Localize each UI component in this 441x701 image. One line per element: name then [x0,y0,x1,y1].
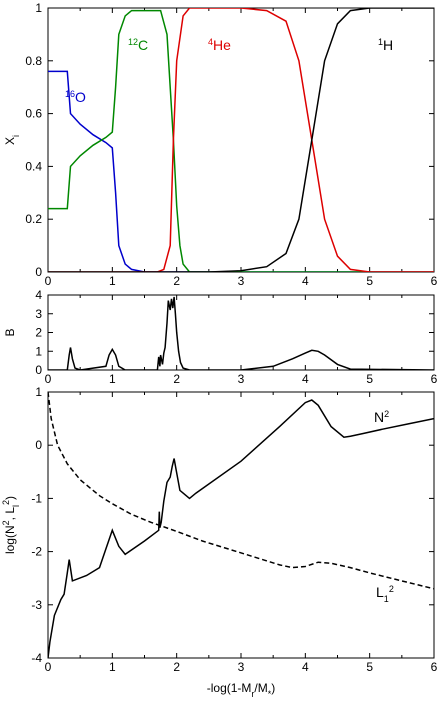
y-tick-label: -1 [31,491,42,505]
y-axis-label: Xi [3,135,21,145]
x-tick-label: 6 [431,372,438,386]
y-tick-label: 1 [35,1,42,15]
y-tick-label: 0.6 [25,107,42,121]
x-tick-label: 5 [366,274,373,288]
x-tick-label: 4 [302,660,309,674]
y-tick-label: -4 [31,651,42,665]
series-label: 12C [128,37,148,53]
series-line [48,70,434,272]
series-line [48,399,434,658]
y-tick-label: -3 [31,598,42,612]
series-label: N2 [374,409,389,425]
x-tick-label: 0 [45,274,52,288]
x-tick-label: 4 [302,372,309,386]
x-tick-label: 2 [173,660,180,674]
x-tick-label: 1 [109,372,116,386]
y-tick-label: 2 [35,326,42,340]
x-tick-label: 1 [109,660,116,674]
x-tick-label: 3 [238,660,245,674]
series-line [48,9,434,272]
plot-frame [47,7,435,273]
series-line [48,8,434,272]
y-axis-label: log(N2, Ll2) [1,496,21,554]
y-tick-label: 0 [35,265,42,279]
series-label: 16O [65,89,86,105]
y-tick-label: 1 [35,385,42,399]
x-tick-label: 0 [45,660,52,674]
x-tick-label: 6 [431,274,438,288]
frequency-panel: 0 1 2 3 4 5 6 -4 -3 -2 -1 0 1 log(N2, Ll2) -log(1-Mr/M… [1,385,438,699]
series-label: 1H [378,37,393,53]
x-tick-label: 3 [238,372,245,386]
y-tick-label: 0.2 [25,212,42,226]
x-tick-label: 6 [431,660,438,674]
y-tick-label: 3 [35,307,42,321]
series-line [48,296,434,370]
y-tick-label: 0.4 [25,159,42,173]
x-tick-label: 5 [366,660,373,674]
x-tick-label: 3 [238,274,245,288]
x-tick-label: 2 [173,372,180,386]
series-label: 4He [208,37,231,53]
x-tick-label: 5 [366,372,373,386]
y-tick-label: -2 [31,545,42,559]
y-tick-label: 4 [35,288,42,302]
x-tick-label: 4 [302,274,309,288]
y-tick-label: 0.8 [25,54,42,68]
y-tick-label: 1 [35,344,42,358]
y-axis-label: B [3,328,17,336]
x-tick-label: 0 [45,372,52,386]
y-tick-label: 0 [35,363,42,377]
x-tick-label: 1 [109,274,116,288]
abundance-panel: 0 1 2 3 4 5 6 0 0.2 0.4 0.6 0.8 1 Xi 16O 12C 4He 1H [3,1,438,288]
series-line [48,392,434,590]
plot-frame [47,391,435,659]
plot-frame [47,294,435,371]
x-axis-label: -log(1-Mr/M*) [207,681,276,699]
x-tick-label: 2 [173,274,180,288]
y-tick-label: 0 [35,438,42,452]
series-line [48,8,434,272]
series-label: L12 [376,584,394,604]
